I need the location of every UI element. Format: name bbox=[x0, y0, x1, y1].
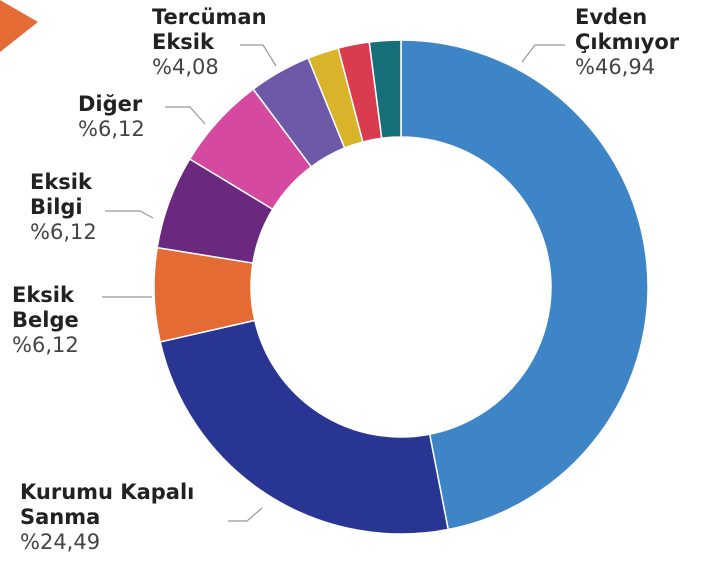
leader-line bbox=[521, 44, 565, 63]
donut-slice bbox=[368, 39, 402, 140]
value-label: %6,12 bbox=[30, 220, 97, 244]
leader-line bbox=[165, 106, 206, 125]
leader-line bbox=[228, 507, 263, 522]
category-label: Eksik Bilgi bbox=[30, 170, 92, 219]
category-label: Eksik Belge bbox=[12, 283, 79, 332]
slice-label: Kurumu Kapalı Sanma %24,49 bbox=[20, 480, 250, 555]
donut-slice bbox=[159, 319, 450, 535]
donut-slice bbox=[400, 39, 649, 531]
value-label: %46,94 bbox=[575, 55, 656, 79]
slice-label: Tercüman Eksik %4,08 bbox=[152, 5, 272, 80]
leader-line bbox=[105, 210, 154, 219]
leader-line bbox=[240, 44, 277, 67]
corner-decoration bbox=[0, 0, 38, 52]
value-label: %6,12 bbox=[78, 117, 145, 141]
value-label: %24,49 bbox=[20, 530, 101, 554]
value-label: %4,08 bbox=[152, 55, 219, 79]
slice-label: Diğer %6,12 bbox=[78, 92, 188, 142]
value-label: %6,12 bbox=[12, 333, 79, 357]
slice-label: Evden Çıkmıyor %46,94 bbox=[575, 5, 721, 80]
slice-label: Eksik Bilgi %6,12 bbox=[30, 170, 130, 245]
category-label: Tercüman Eksik bbox=[152, 5, 267, 54]
category-label: Evden Çıkmıyor bbox=[575, 5, 680, 54]
slice-label: Eksik Belge %6,12 bbox=[12, 283, 112, 358]
category-label: Diğer bbox=[78, 92, 143, 116]
category-label: Kurumu Kapalı Sanma bbox=[20, 480, 195, 529]
